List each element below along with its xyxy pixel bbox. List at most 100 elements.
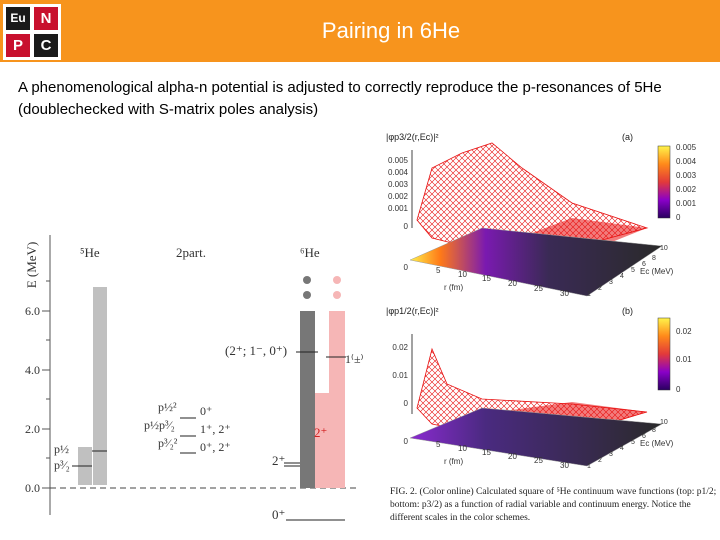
e-tick: 1 — [587, 291, 591, 298]
colorbar-tick: 0 — [676, 385, 681, 394]
y-tick-label: 6.0 — [25, 304, 40, 318]
twopart-jpi: 1⁺, 2⁺ — [200, 422, 231, 436]
logo-c: C — [34, 34, 58, 57]
e-tick: 3 — [609, 451, 613, 458]
e-tick: 2 — [598, 457, 602, 464]
he6-column-header: ⁶He — [300, 245, 320, 260]
colorbar-tick: 0.001 — [676, 199, 697, 208]
z-tick: 0 — [404, 399, 409, 408]
colorbar-tick: 0.01 — [676, 355, 692, 364]
plot-b-colorbar — [657, 317, 671, 391]
r-tick: 25 — [534, 456, 543, 465]
e-tick: 8 — [652, 427, 656, 434]
plot-a-e-label: Ec (MeV) — [640, 267, 674, 276]
title-bar: Eu N P C Pairing in 6He — [0, 0, 720, 62]
r-tick: 15 — [482, 448, 491, 457]
plot-b-e-label: Ec (MeV) — [640, 439, 674, 448]
twopart-config: p½p³⁄₂ — [144, 418, 175, 432]
z-tick: 0.001 — [388, 204, 409, 213]
he5-label-p32: p³⁄₂ — [54, 458, 70, 472]
r-tick: 20 — [508, 452, 517, 461]
colorbar-tick: 0.003 — [676, 171, 697, 180]
logo-n: N — [34, 7, 58, 30]
twopart-jpi: 0⁺ — [200, 404, 212, 418]
twopart-jpi: 0⁺, 2⁺ — [200, 440, 231, 454]
dots-icon — [303, 291, 311, 299]
r-tick: 30 — [560, 461, 569, 470]
e-tick: 6 — [642, 433, 646, 440]
r-tick: 5 — [436, 266, 441, 275]
r-tick: 30 — [560, 289, 569, 298]
he5-label-p12: p½ — [54, 442, 69, 456]
plot-b-panel: (b) — [622, 306, 633, 316]
colorbar-tick: 0 — [676, 213, 681, 222]
colorbar-tick: 0.002 — [676, 185, 697, 194]
colorbar-tick: 0.005 — [676, 143, 697, 152]
e-tick: 5 — [631, 267, 635, 274]
twopart-config: p³⁄₂² — [158, 436, 178, 450]
colorbar-tick: 0.004 — [676, 157, 697, 166]
e-tick: 10 — [660, 245, 668, 252]
e-tick: 8 — [652, 255, 656, 262]
z-tick: 0.004 — [388, 168, 409, 177]
plot-b-zlabel: |φp1/2(r,Ec)|² — [386, 306, 439, 316]
e-tick: 1 — [587, 463, 591, 470]
he6-2plus-label: 2⁺ — [272, 453, 285, 468]
r-tick: 5 — [436, 440, 441, 449]
plot-a-floor — [410, 228, 662, 296]
figure-caption: FIG. 2. (Color online) Calculated square… — [390, 487, 717, 523]
z-tick: 0.02 — [392, 343, 408, 352]
plot-a-colorbar — [657, 145, 671, 219]
eunpc-logo: Eu N P C — [3, 4, 61, 60]
body-text: A phenomenological alpha-n potential is … — [18, 79, 662, 118]
plot-a-r-label: r (fm) — [444, 283, 463, 292]
plot-b-floor-edge — [409, 407, 663, 467]
r-tick: 10 — [458, 270, 467, 279]
z-tick: 0 — [404, 222, 409, 231]
e-tick: 2 — [598, 285, 602, 292]
y-tick-label: 0.0 — [25, 481, 40, 495]
z-tick: 0.005 — [388, 156, 409, 165]
r-tick: 0 — [404, 263, 409, 272]
dots-icon — [333, 276, 341, 284]
twopart-config: p½² — [158, 400, 177, 414]
he6-right-label: 1⁽±⁾ — [345, 352, 364, 366]
plot-b: |φp1/2(r,Ec)|² (b) 0.02 0.01 0 0 5 10 15… — [386, 306, 692, 470]
logo-eu: Eu — [6, 7, 30, 30]
dots-icon — [303, 276, 311, 284]
e-tick: 3 — [609, 279, 613, 286]
dots-icon — [333, 291, 341, 299]
plot-b-floor — [410, 408, 662, 466]
he6-dark-bar — [300, 311, 315, 488]
he6-red-label: 2⁺ — [314, 425, 327, 440]
y-axis-label: E (MeV) — [24, 242, 39, 289]
r-tick: 20 — [508, 279, 517, 288]
logo-p: P — [6, 34, 30, 57]
level-scheme-figure: 0.0 2.0 4.0 6.0 E (MeV) ⁵He 2part. ⁶He p… — [24, 235, 364, 522]
e-tick: 4 — [620, 445, 624, 452]
he6-pink-bar — [329, 311, 345, 488]
colorbar-tick: 0.02 — [676, 327, 692, 336]
slide-title: Pairing in 6He — [321, 18, 461, 43]
he5-p32-bar — [93, 287, 107, 485]
e-tick: 10 — [660, 419, 668, 426]
e-tick: 6 — [642, 261, 646, 268]
plot-a-panel: (a) — [622, 132, 633, 142]
wavefunction-plots: |φp3/2(r,Ec)|² (a) 0.005 0.004 0.003 0.0… — [386, 132, 697, 470]
z-tick: 0.003 — [388, 180, 409, 189]
y-ticks — [42, 280, 50, 489]
plot-a-floor-edge — [409, 227, 663, 297]
plot-b-r-label: r (fm) — [444, 457, 463, 466]
r-tick: 10 — [458, 444, 467, 453]
twopart-column-header: 2part. — [176, 245, 206, 260]
r-tick: 15 — [482, 274, 491, 283]
e-tick: 5 — [631, 439, 635, 446]
he6-upper-label: (2⁺; 1⁻, 0⁺) — [225, 343, 287, 358]
plot-a-zlabel: |φp3/2(r,Ec)|² — [386, 132, 439, 142]
r-tick: 0 — [404, 437, 409, 446]
he6-ground-label: 0⁺ — [272, 507, 285, 522]
plot-a: |φp3/2(r,Ec)|² (a) 0.005 0.004 0.003 0.0… — [386, 132, 697, 298]
z-tick: 0.01 — [392, 371, 408, 380]
he5-column-header: ⁵He — [80, 245, 100, 260]
z-tick: 0.002 — [388, 192, 409, 201]
